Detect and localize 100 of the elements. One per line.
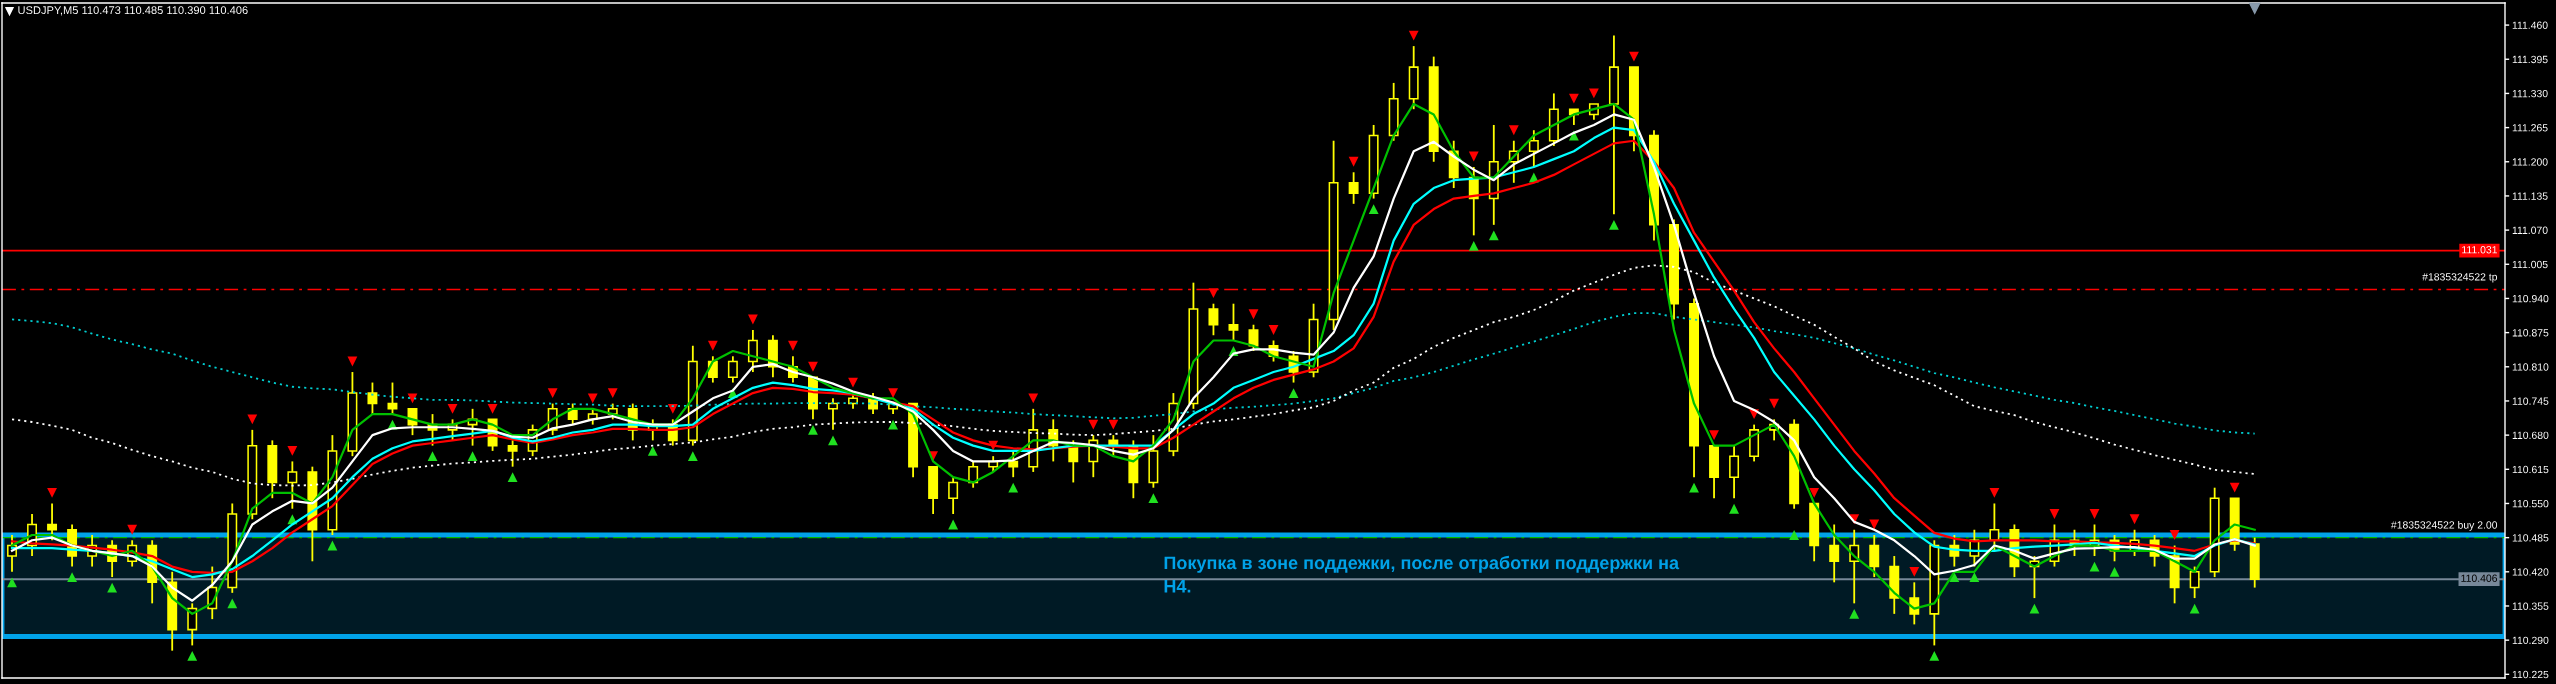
point	[1468, 240, 1479, 251]
y-tick-label: 110.615	[2512, 465, 2549, 474]
point	[1609, 219, 1619, 230]
ref-line-label: #1835324522 buy 2.00	[2390, 520, 2498, 531]
point	[1268, 325, 1279, 335]
candlestick	[1208, 302, 1219, 337]
candlestick	[2189, 565, 2200, 599]
point	[1208, 288, 1219, 299]
point	[2189, 603, 2200, 614]
point	[347, 356, 358, 367]
point	[1809, 488, 1820, 498]
ref-line-label: 111.031	[2462, 246, 2497, 254]
point	[1348, 156, 1359, 167]
point	[788, 340, 798, 351]
point	[487, 403, 498, 414]
point	[808, 361, 818, 372]
ref-line-label: 110.406	[2461, 574, 2498, 582]
point	[507, 472, 518, 483]
y-tick-label: 111.005	[2512, 260, 2548, 269]
point	[1588, 88, 1599, 99]
point	[1508, 125, 1519, 136]
point	[707, 340, 718, 351]
point	[1248, 309, 1259, 320]
candlestick	[1528, 129, 1539, 168]
point	[1709, 430, 1719, 441]
candlestick	[387, 381, 398, 416]
line-series	[11, 312, 2256, 435]
point	[1028, 393, 1039, 404]
point	[1909, 566, 1920, 577]
point	[1849, 608, 1860, 619]
y-tick-label: 111.135	[2512, 192, 2548, 200]
y-tick-label: 110.290	[2512, 636, 2549, 645]
point	[427, 451, 438, 462]
y-tick-label: 111.460	[2512, 21, 2548, 29]
candlestick	[948, 476, 959, 515]
point	[1689, 482, 1699, 493]
point	[187, 651, 198, 661]
point	[1368, 204, 1379, 214]
y-tick-label: 111.395	[2512, 55, 2548, 64]
point	[247, 414, 258, 425]
candlestick	[1869, 534, 1880, 578]
point	[287, 445, 298, 456]
point	[227, 598, 238, 609]
y-tick-label: 110.875	[2512, 329, 2549, 337]
y-tick-label: 110.485	[2512, 534, 2549, 542]
point	[1488, 230, 1499, 241]
y-tick-label: 110.420	[2512, 568, 2549, 576]
point	[747, 314, 758, 325]
y-tick-label: 110.225	[2512, 670, 2549, 679]
point	[2089, 509, 2100, 519]
point	[447, 403, 458, 414]
point	[407, 393, 418, 404]
band-label: Покупка в зоне поддежки, после отработки поддержки на H4.	[1164, 555, 1680, 593]
point	[1629, 51, 1639, 62]
point	[587, 393, 598, 404]
point	[1969, 572, 1980, 582]
point	[1869, 519, 1880, 530]
point	[687, 451, 698, 462]
point	[1769, 398, 1780, 409]
y-tick-label: 111.070	[2512, 226, 2548, 234]
point	[547, 388, 558, 398]
candlestick	[1228, 302, 1239, 342]
point	[2129, 514, 2140, 525]
point	[2169, 530, 2180, 540]
y-tick-label: 110.810	[2512, 363, 2549, 371]
point	[1408, 30, 1419, 41]
point	[888, 388, 898, 398]
point	[1789, 530, 1800, 540]
y-tick-label: 110.940	[2512, 294, 2549, 303]
candlestick	[1729, 444, 1740, 500]
candlestick	[367, 381, 378, 416]
point	[1108, 419, 1119, 430]
y-tick-label: 110.550	[2512, 499, 2549, 508]
point	[948, 519, 959, 530]
point	[647, 445, 658, 456]
point	[1568, 93, 1579, 104]
point	[808, 424, 818, 435]
y-tick-label: 110.355	[2512, 602, 2549, 610]
y-tick-label: 111.200	[2512, 158, 2548, 166]
candlestick	[507, 439, 518, 468]
point	[327, 540, 338, 551]
candlestick	[828, 397, 838, 431]
point	[1929, 651, 1940, 661]
point	[828, 435, 838, 446]
point	[107, 582, 118, 593]
point	[2229, 482, 2240, 493]
point	[1729, 503, 1739, 514]
point	[127, 524, 138, 535]
y-tick-label: 110.680	[2512, 431, 2549, 439]
candlestick	[727, 355, 738, 384]
point	[2029, 603, 2040, 614]
point	[1008, 482, 1019, 493]
candlestick	[1348, 171, 1359, 205]
point	[7, 577, 17, 588]
candlestick	[1829, 523, 1840, 584]
point	[467, 451, 478, 462]
point	[47, 488, 57, 498]
point	[1468, 151, 1479, 162]
point	[1148, 493, 1159, 504]
candlestick	[47, 502, 58, 542]
